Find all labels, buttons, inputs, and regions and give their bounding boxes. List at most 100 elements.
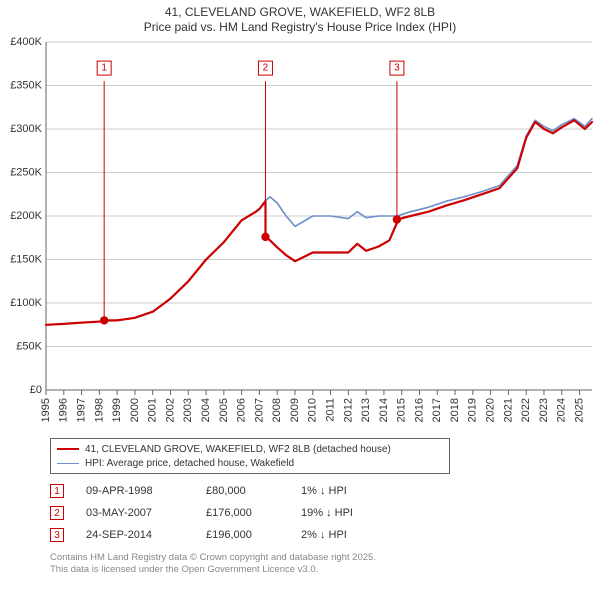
svg-text:2012: 2012	[342, 398, 354, 422]
svg-text:2006: 2006	[236, 398, 248, 422]
y-tick-label: £350K	[10, 79, 42, 91]
transactions-table: 1 09-APR-1998£80,0001% ↓ HPI 2 03-MAY-2007£…	[50, 480, 391, 546]
legend-swatch	[57, 463, 79, 464]
svg-text:2002: 2002	[164, 398, 176, 422]
tx-row-pct-vs-hpi: 2% ↓ HPI	[301, 529, 391, 541]
svg-text:1995: 1995	[40, 398, 52, 422]
tx-marker-dot	[100, 316, 108, 324]
x-tick-label: 2010	[307, 398, 319, 422]
svg-text:2008: 2008	[271, 398, 283, 422]
svg-text:2000: 2000	[129, 398, 141, 422]
x-tick-label: 2002	[164, 398, 176, 422]
x-tick-label: 2003	[182, 398, 194, 422]
y-tick-label: £150K	[10, 253, 42, 265]
series-price_paid	[46, 120, 592, 324]
tx-row: 1 09-APR-1998£80,0001% ↓ HPI	[50, 480, 391, 502]
x-tick-label: 2011	[324, 398, 336, 422]
svg-text:2015: 2015	[396, 398, 408, 422]
x-tick-label: 2006	[236, 398, 248, 422]
svg-text:2010: 2010	[307, 398, 319, 422]
x-tick-label: 2008	[271, 398, 283, 422]
tx-row-price: £80,000	[206, 485, 301, 497]
legend-swatch	[57, 448, 79, 450]
tx-marker-dot	[261, 233, 269, 241]
svg-text:2021: 2021	[502, 398, 514, 422]
tx-row-price: £176,000	[206, 507, 301, 519]
data-attribution: Contains HM Land Registry data © Crown c…	[50, 552, 376, 576]
svg-text:2024: 2024	[556, 398, 568, 422]
x-tick-label: 2015	[396, 398, 408, 422]
y-tick-label: £300K	[10, 123, 42, 135]
x-tick-label: 2000	[129, 398, 141, 422]
x-tick-label: 2016	[413, 398, 425, 422]
x-tick-label: 2018	[449, 398, 461, 422]
x-tick-label: 1996	[58, 398, 70, 422]
tx-row-date: 09-APR-1998	[86, 485, 206, 497]
x-tick-label: 2019	[467, 398, 479, 422]
svg-text:2009: 2009	[289, 398, 301, 422]
legend-item: HPI: Average price, detached house, Wake…	[57, 456, 443, 470]
tx-marker-number: 1	[101, 63, 107, 74]
y-tick-label: £200K	[10, 210, 42, 222]
tx-row-date: 24-SEP-2014	[86, 529, 206, 541]
x-tick-label: 1999	[111, 398, 123, 422]
tx-row-marker: 3	[50, 528, 64, 542]
y-tick-label: £100K	[10, 297, 42, 309]
svg-text:2007: 2007	[253, 398, 265, 422]
x-tick-label: 2014	[378, 398, 390, 422]
svg-text:2019: 2019	[467, 398, 479, 422]
tx-row: 324-SEP-2014£196,0002% ↓ HPI	[50, 524, 391, 546]
tx-row-pct-vs-hpi: 19% ↓ HPI	[301, 507, 391, 519]
svg-text:2013: 2013	[360, 398, 372, 422]
svg-text:2005: 2005	[218, 398, 230, 422]
attribution-line2: This data is licensed under the Open Gov…	[50, 564, 376, 576]
tx-row-date: 03-MAY-2007	[86, 507, 206, 519]
y-tick-label: £50K	[16, 340, 42, 352]
svg-text:2025: 2025	[573, 398, 585, 422]
x-tick-label: 2013	[360, 398, 372, 422]
svg-text:2003: 2003	[182, 398, 194, 422]
x-tick-label: 2025	[573, 398, 585, 422]
tx-row-pct-vs-hpi: 1% ↓ HPI	[301, 485, 391, 497]
series-hpi	[46, 119, 592, 325]
tx-row-marker: 1	[50, 484, 64, 498]
x-tick-label: 2001	[147, 398, 159, 422]
x-tick-label: 2009	[289, 398, 301, 422]
svg-text:2004: 2004	[200, 398, 212, 422]
x-tick-label: 1997	[75, 398, 87, 422]
legend-label: 41, CLEVELAND GROVE, WAKEFIELD, WF2 8LB …	[85, 444, 391, 455]
svg-text:1996: 1996	[58, 398, 70, 422]
x-tick-label: 2007	[253, 398, 265, 422]
x-tick-label: 2023	[538, 398, 550, 422]
y-tick-label: £0	[30, 384, 42, 396]
x-tick-label: 2021	[502, 398, 514, 422]
chart-legend: 41, CLEVELAND GROVE, WAKEFIELD, WF2 8LB …	[50, 438, 450, 474]
legend-label: HPI: Average price, detached house, Wake…	[85, 458, 294, 469]
x-tick-label: 2017	[431, 398, 443, 422]
svg-text:2020: 2020	[485, 398, 497, 422]
svg-text:2017: 2017	[431, 398, 443, 422]
price-chart: £0 £50K £100K £150K £200K £250K £300K £350K £400…	[0, 0, 600, 438]
svg-text:1998: 1998	[93, 398, 105, 422]
x-tick-label: 2022	[520, 398, 532, 422]
x-tick-label: 2005	[218, 398, 230, 422]
svg-text:1997: 1997	[75, 398, 87, 422]
legend-item: 41, CLEVELAND GROVE, WAKEFIELD, WF2 8LB …	[57, 442, 443, 456]
svg-text:2016: 2016	[413, 398, 425, 422]
attribution-line1: Contains HM Land Registry data © Crown c…	[50, 552, 376, 564]
x-tick-label: 2024	[556, 398, 568, 422]
y-tick-label: £250K	[10, 166, 42, 178]
x-tick-label: 1998	[93, 398, 105, 422]
tx-row-marker: 2	[50, 506, 64, 520]
svg-text:2014: 2014	[378, 398, 390, 422]
svg-text:2018: 2018	[449, 398, 461, 422]
tx-row: 2 03-MAY-2007£176,00019% ↓ HPI	[50, 502, 391, 524]
svg-text:2011: 2011	[324, 398, 336, 422]
svg-text:1999: 1999	[111, 398, 123, 422]
svg-text:2023: 2023	[538, 398, 550, 422]
svg-text:2001: 2001	[147, 398, 159, 422]
y-tick-label: £400K	[10, 36, 42, 48]
x-tick-label: 2004	[200, 398, 212, 422]
x-tick-label: 2020	[485, 398, 497, 422]
svg-text:2022: 2022	[520, 398, 532, 422]
